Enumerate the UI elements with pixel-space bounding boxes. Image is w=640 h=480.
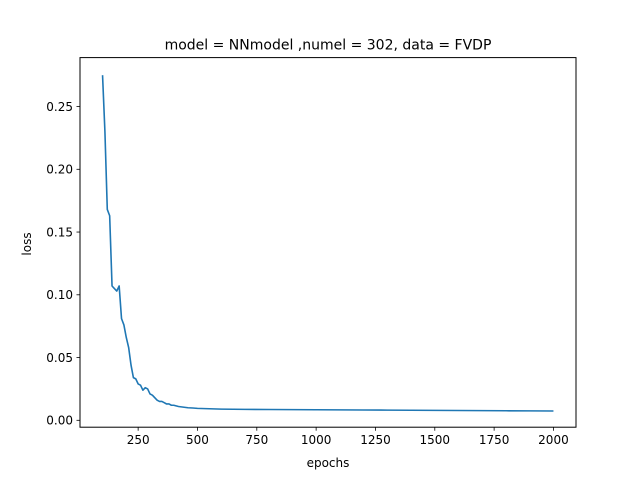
x-tick-label: 500 [186,433,209,447]
loss-series-line [101,75,554,412]
x-tick-label: 1000 [301,433,332,447]
y-axis-label: loss [20,232,34,255]
y-tick-label: 0.10 [46,288,73,302]
plot-area [101,75,554,412]
chart-title: model = NNmodel ,numel = 302, data = FVD… [165,38,492,54]
y-tick-label: 0.25 [46,100,73,114]
x-tick-label: 1500 [420,433,451,447]
y-axis-ticks: 0.00 0.05 0.10 0.15 0.20 0.25 [46,100,80,428]
y-tick-label: 0.05 [46,351,73,365]
y-tick-label: 0.00 [46,414,73,428]
x-tick-label: 750 [245,433,268,447]
y-tick-label: 0.15 [46,225,73,239]
plot-frame [79,57,577,428]
x-axis-label: epochs [307,456,350,470]
x-tick-label: 2000 [538,433,569,447]
x-axis-ticks: 250 500 750 1000 1250 1500 1750 2000 [127,427,569,447]
x-tick-label: 1250 [360,433,391,447]
y-tick-label: 0.20 [46,163,73,177]
x-tick-label: 1750 [479,433,510,447]
x-tick-label: 250 [127,433,150,447]
